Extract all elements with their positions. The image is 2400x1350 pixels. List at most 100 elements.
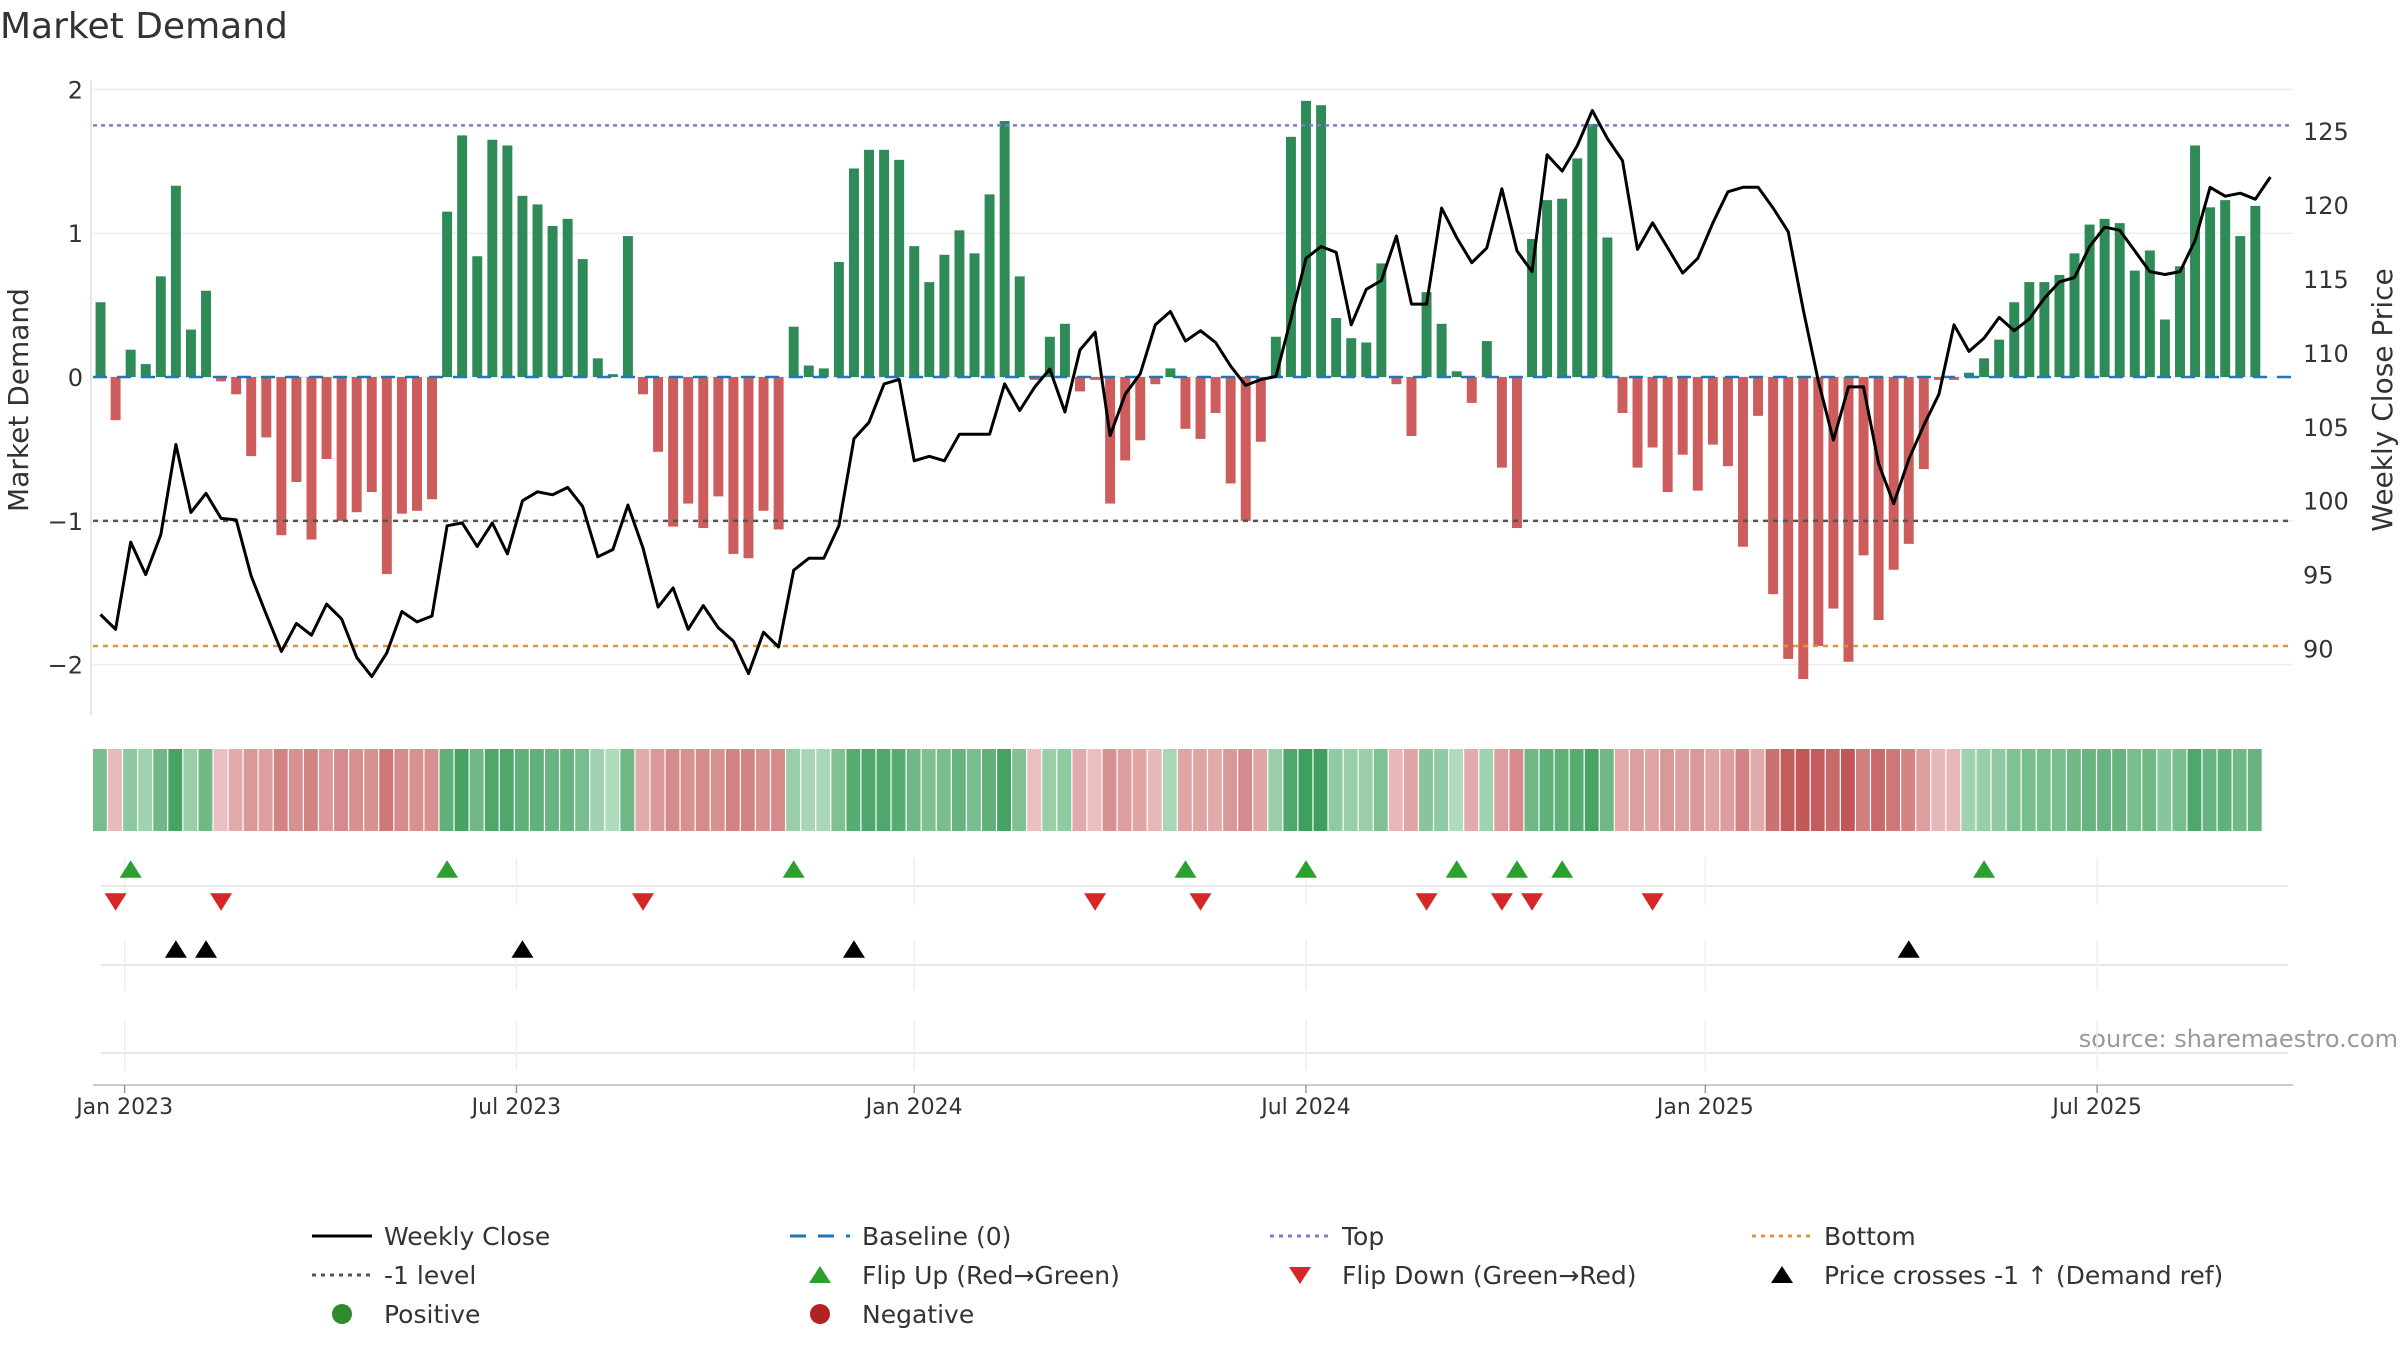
flip-up-marker [782,860,805,878]
demand-bar-negative [1858,377,1869,556]
heat-cell-negative [213,749,228,831]
demand-bar-positive [577,259,588,378]
demand-bar-positive [2129,270,2140,378]
legend-swatch-circle [810,1304,830,1324]
demand-bar-positive [1557,198,1568,378]
heat-cell-negative [1629,749,1644,831]
heat-cell-negative [1072,749,1087,831]
demand-bar-positive [939,254,950,378]
heat-cell-negative [1117,749,1132,831]
heat-cell-negative [710,749,725,831]
demand-bar-negative [427,377,438,500]
legend-label: Bottom [1824,1222,1916,1251]
demand-bar-positive [622,236,633,378]
heat-cell-positive [891,749,906,831]
heat-cell-negative [1946,749,1961,831]
demand-bar-negative [1466,377,1477,403]
heat-cell-negative [424,749,439,831]
heat-cell-positive [1599,749,1614,831]
demand-bar-negative [1135,377,1146,441]
demand-bar-negative [683,377,694,504]
heat-cell-negative [379,749,394,831]
demand-bar-positive [1527,238,1538,378]
demand-bar-negative [1933,377,1944,380]
heat-cell-positive [951,749,966,831]
heat-cell-negative [334,749,348,831]
demand-bar-positive [909,246,920,378]
x-tick-label: Jan 2023 [74,1095,173,1120]
demand-bar-positive [2159,319,2170,378]
demand-bar-negative [1662,377,1673,493]
legend-label: Baseline (0) [862,1222,1011,1251]
legend-swatch-triangle-up [809,1266,831,1283]
heat-cell-negative [725,749,740,831]
heat-cell-negative [650,749,665,831]
demand-bar-positive [562,218,573,378]
heat-cell-negative [1087,749,1102,831]
heat-cell-positive [499,749,514,831]
chart-title: Market Demand [0,6,288,47]
heat-cell-negative [288,749,303,831]
flip-up-marker [1551,860,1574,878]
heat-cell-positive [2142,749,2157,831]
demand-bar-negative [1783,377,1794,659]
demand-bar-positive [185,329,196,378]
demand-bar-negative [336,377,347,521]
heat-cell-negative [349,749,364,831]
demand-bar-negative [1180,377,1191,429]
demand-bar-negative [1813,377,1824,646]
heat-cell-positive [831,749,846,831]
heat-cell-negative [1494,749,1509,831]
demand-bar-positive [170,185,181,378]
demand-bar-negative [638,377,648,395]
heat-cell-negative [409,749,424,831]
heat-cell-positive [560,749,574,831]
heat-cell-positive [1584,749,1599,831]
heat-cell-negative [108,749,122,831]
heat-cell-negative [1102,749,1117,831]
heat-cell-positive [2217,749,2232,831]
heat-cell-positive [2021,749,2036,831]
demand-bar-negative [773,377,784,530]
heat-cell-positive [469,749,484,831]
heat-cell-positive [936,749,951,831]
demand-bar-negative [1210,377,1221,413]
y-tick-right-label: 105 [2303,414,2349,442]
heat-cell-positive [982,749,996,831]
heat-cell-positive [906,749,921,831]
heat-cell-positive [1569,749,1584,831]
demand-bar-positive [2039,282,2050,378]
heat-cell-negative [1675,749,1690,831]
legend-swatch-triangle-up [1771,1266,1793,1283]
demand-bar-positive [1270,336,1281,378]
x-tick-label: Jul 2023 [470,1095,562,1120]
demand-bar-positive [532,204,543,378]
y-tick-right-label: 125 [2303,118,2349,146]
demand-bar-negative [231,377,242,395]
legend-swatch-triangle-down [1289,1267,1311,1284]
demand-bar-positive [803,365,814,378]
heat-cell-positive [1479,749,1494,831]
heat-cell-negative [1720,749,1735,831]
heat-cell-positive [2187,749,2202,831]
heat-cell-positive [846,749,861,831]
source-note: source: sharemaestro.com [2079,1025,2398,1053]
legend-item: Flip Up (Red→Green) [809,1261,1120,1290]
heat-cell-negative [740,749,755,831]
heat-cell-negative [1765,749,1780,831]
demand-bar-positive [1376,263,1387,378]
flip-down-marker [104,893,127,911]
demand-bar-positive [984,194,995,378]
demand-bar-positive [879,149,890,378]
demand-bar-positive [2144,250,2155,378]
legend-item: Bottom [1752,1222,1916,1251]
demand-bar-negative [1753,377,1764,416]
heat-cell-positive [921,749,936,831]
heat-cell-negative [680,749,695,831]
demand-bar-positive [2024,282,2035,378]
demand-bar-positive [2205,207,2216,378]
heat-cell-positive [2247,749,2262,831]
heat-cell-negative [1464,749,1479,831]
demand-bar-positive [2009,302,2020,378]
heat-cell-negative [273,749,288,831]
